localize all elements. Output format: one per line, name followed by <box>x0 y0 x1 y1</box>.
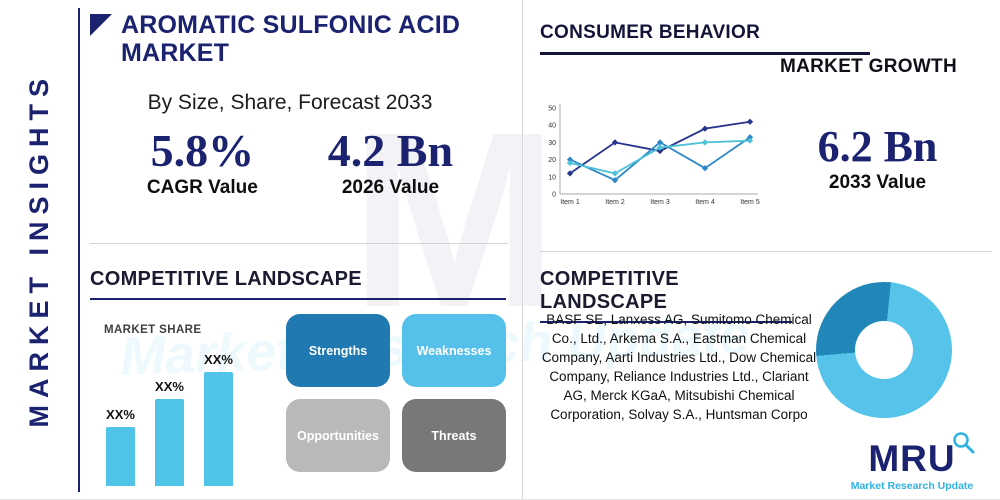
svg-text:0: 0 <box>552 192 556 199</box>
svg-text:Item 5: Item 5 <box>740 199 760 206</box>
logo-text-wrap: MRU <box>868 432 975 479</box>
label-2033: 2033 Value <box>828 172 927 194</box>
bar <box>204 372 233 486</box>
section-consumer-behavior: CONSUMER BEHAVIOR <box>540 22 870 55</box>
quadrant-competitive-landscape-left: COMPETITIVE LANDSCAPE MARKET SHARE XX% XX… <box>90 250 510 499</box>
stats-row: 5.8% CAGR Value 4.2 Bn 2026 Value <box>90 125 510 199</box>
svg-text:20: 20 <box>548 157 556 164</box>
quadrant-title-stats: AROMATIC SULFONIC ACID MARKET By Size, S… <box>90 0 510 243</box>
mru-logo: MRU Market Research Update <box>833 432 991 492</box>
svg-text:10: 10 <box>548 174 556 181</box>
value-2026: 4.2 Bn <box>327 125 454 176</box>
subtitle: By Size, Share, Forecast 2033 <box>147 91 433 114</box>
svg-text:50: 50 <box>548 106 556 113</box>
bar-item-3: XX% <box>204 352 233 486</box>
bar <box>106 427 135 486</box>
label-2026: 2026 Value <box>341 177 440 199</box>
value-2033: 6.2 Bn <box>817 122 938 171</box>
companies-list: BASF SE, Lanxess AG, Sumitomo Chemical C… <box>541 312 817 422</box>
vertical-title-strip: MARKET INSIGHTS <box>0 8 80 492</box>
svg-text:Item 2: Item 2 <box>605 199 625 206</box>
swot-weaknesses: Weaknesses <box>402 314 506 387</box>
magnifier-icon <box>952 432 975 454</box>
quadrant-market-growth: CONSUMER BEHAVIOR MARKET GROWTH 0 10 20 30 4… <box>540 0 995 250</box>
svg-text:40: 40 <box>548 123 556 130</box>
swot-grid: Strengths Weaknesses Opportunities Threa… <box>286 314 506 472</box>
stat-2026: 4.2 Bn 2026 Value <box>327 125 454 199</box>
market-share-label: MARKET SHARE <box>104 324 202 336</box>
logo-text: MRU <box>868 438 956 479</box>
bar-value-label: XX% <box>204 352 233 367</box>
market-share-bar-chart: XX% XX% XX% <box>106 352 233 486</box>
page-title: AROMATIC SULFONIC ACID MARKET <box>121 11 461 67</box>
stat-cagr: 5.8% CAGR Value <box>146 125 258 199</box>
donut-hole <box>855 321 913 379</box>
company-donut-chart <box>816 282 952 418</box>
cagr-value: 5.8% <box>150 125 255 176</box>
swot-threats: Threats <box>402 399 506 472</box>
logo-tagline: Market Research Update <box>850 480 974 492</box>
bar-value-label: XX% <box>106 407 135 422</box>
swot-strengths: Strengths <box>286 314 390 387</box>
horizontal-divider-right <box>540 251 992 252</box>
bar-item-1: XX% <box>106 407 135 486</box>
section-competitive-landscape-left: COMPETITIVE LANDSCAPE <box>90 268 506 300</box>
cagr-label: CAGR Value <box>146 177 258 199</box>
section-competitive-landscape-right: COMPETITIVE LANDSCAPE <box>540 268 792 323</box>
market-growth-line-chart: 0 10 20 30 40 50 Item 1 Item 2 Item 3 Item 4 Item … <box>548 104 760 206</box>
bar-item-2: XX% <box>155 379 184 486</box>
svg-text:30: 30 <box>548 140 556 147</box>
watermark-letter: M <box>350 80 559 359</box>
svg-text:Item 3: Item 3 <box>650 199 670 206</box>
vertical-title: MARKET INSIGHTS <box>23 72 54 428</box>
bar-value-label: XX% <box>155 379 184 394</box>
bar <box>155 399 184 486</box>
vertical-divider <box>522 0 523 499</box>
horizontal-divider-left <box>90 243 508 244</box>
section-market-growth: MARKET GROWTH <box>780 56 957 77</box>
swot-opportunities: Opportunities <box>286 399 390 472</box>
stat-2033: 6.2 Bn 2033 Value <box>790 122 965 194</box>
svg-text:Item 4: Item 4 <box>695 199 715 206</box>
title-row: AROMATIC SULFONIC ACID MARKET <box>90 0 510 67</box>
title-triangle-icon <box>90 14 112 36</box>
svg-text:Item 1: Item 1 <box>560 199 580 206</box>
quadrant-competitive-landscape-right: COMPETITIVE LANDSCAPE BASF SE, Lanxess A… <box>540 256 995 499</box>
